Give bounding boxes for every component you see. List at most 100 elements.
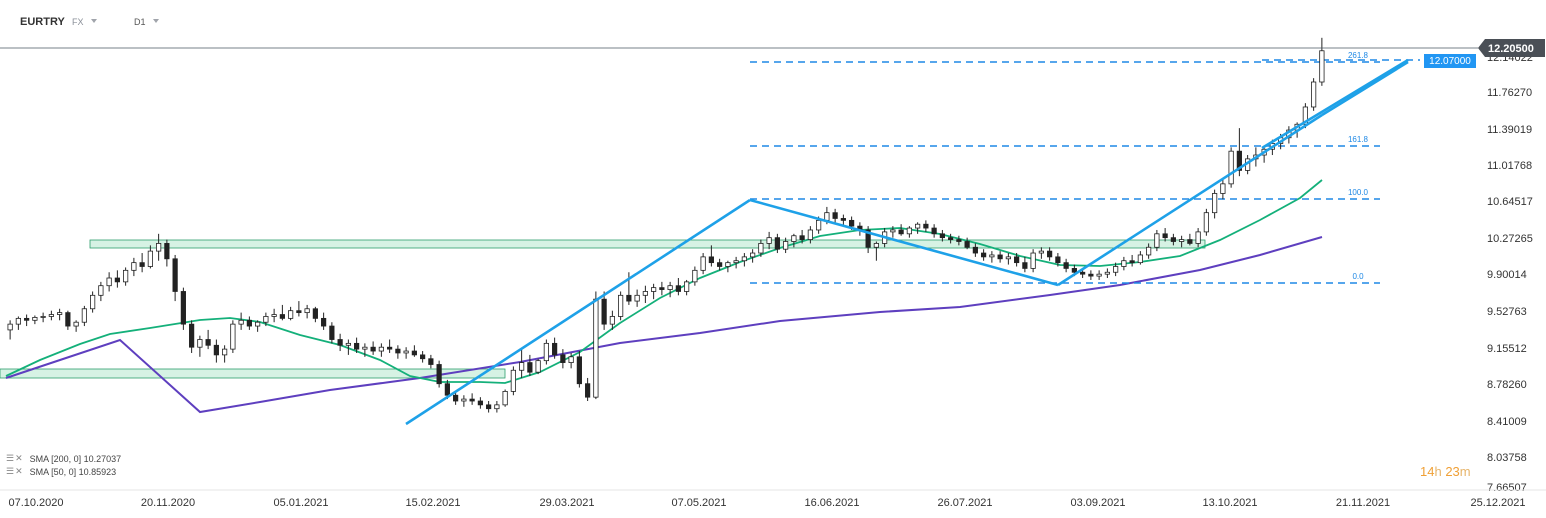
timer-hours: 14 xyxy=(1420,464,1435,479)
level-tag-text: 12.07000 xyxy=(1429,56,1471,67)
candle-body xyxy=(477,400,483,406)
candle xyxy=(543,339,549,365)
candle-body xyxy=(964,241,970,248)
trendline-4 xyxy=(1261,58,1409,150)
candle-body xyxy=(387,346,393,350)
candle xyxy=(453,391,459,405)
candle xyxy=(205,329,211,350)
candle xyxy=(370,341,376,355)
candle xyxy=(890,226,896,238)
candle-body xyxy=(651,287,657,292)
legend-menu-close-icon[interactable]: ☰✕ xyxy=(6,466,24,476)
candle xyxy=(156,233,162,261)
candle-body xyxy=(1162,233,1168,239)
candle-body xyxy=(81,308,87,323)
candle xyxy=(1113,262,1119,277)
candle xyxy=(428,354,434,369)
candle xyxy=(684,279,690,296)
candle-body xyxy=(502,391,508,406)
candle-body xyxy=(436,364,442,385)
candle xyxy=(279,304,285,321)
chart-toolbar: EURTRY FX D1 xyxy=(0,0,1546,44)
candle xyxy=(1179,235,1185,248)
candle xyxy=(263,312,269,327)
time-axis-label: 07.05.2021 xyxy=(671,497,726,509)
candle-body xyxy=(461,398,467,402)
candle-body xyxy=(766,237,772,244)
candle-body xyxy=(15,317,21,325)
candle-body xyxy=(725,262,731,267)
indicator-legend-sma50[interactable]: ☰✕ SMA [50, 0] 10.85923 xyxy=(6,466,116,477)
candle-body xyxy=(758,243,764,254)
candle-body xyxy=(1236,150,1242,171)
candle xyxy=(469,393,475,405)
candle xyxy=(304,304,310,319)
candle-body xyxy=(1195,231,1201,244)
candle-body xyxy=(288,310,294,319)
sma200-line xyxy=(5,236,1323,414)
candle-body xyxy=(494,404,500,410)
candle-body xyxy=(1080,271,1086,275)
candle xyxy=(898,224,904,236)
candle xyxy=(40,312,46,323)
symbol-label[interactable]: EURTRY xyxy=(20,16,65,28)
indicator-legend-sma200[interactable]: ☰✕ SMA [200, 0] 10.27037 xyxy=(6,453,121,464)
candle-body xyxy=(1170,237,1176,242)
candle-body xyxy=(24,317,30,321)
candle-body xyxy=(585,383,591,398)
candle-body xyxy=(972,246,978,254)
candle xyxy=(420,351,426,363)
candle-body xyxy=(238,319,244,325)
current-price-tag xyxy=(1478,39,1545,57)
support-zone-lower xyxy=(0,368,506,379)
candle xyxy=(131,257,137,277)
candle xyxy=(585,377,591,402)
timer-minutes: 23 xyxy=(1445,464,1460,479)
candle xyxy=(601,291,607,330)
candle xyxy=(939,229,945,242)
candle xyxy=(667,281,673,298)
candle xyxy=(337,333,343,352)
candlesticks xyxy=(7,37,1325,413)
candle-body xyxy=(32,317,38,321)
market-label: FX xyxy=(72,17,84,27)
price-axis-label: 7.66507 xyxy=(1487,482,1527,494)
candle xyxy=(90,291,96,313)
time-axis-label: 05.01.2021 xyxy=(273,497,328,509)
candle-body xyxy=(692,269,698,283)
candle xyxy=(576,351,582,388)
candle-body xyxy=(420,354,426,360)
candle xyxy=(783,237,789,254)
price-axis-label: 11.01768 xyxy=(1487,160,1532,172)
candle xyxy=(329,322,335,344)
candle xyxy=(106,272,112,292)
candle-body xyxy=(312,308,318,319)
candle xyxy=(758,239,764,257)
candle-body xyxy=(304,308,310,314)
timeframe-dropdown-chevron-icon[interactable] xyxy=(153,19,159,23)
candle xyxy=(255,320,261,332)
timeframe-label[interactable]: D1 xyxy=(134,17,146,27)
candle xyxy=(741,253,747,267)
market-dropdown-chevron-icon[interactable] xyxy=(91,19,97,23)
candle xyxy=(799,229,805,244)
candle xyxy=(1014,253,1020,267)
candle-body xyxy=(213,344,219,356)
candle xyxy=(659,281,665,296)
legend-menu-close-icon[interactable]: ☰✕ xyxy=(6,453,24,463)
candle-body xyxy=(1055,256,1061,264)
candle-body xyxy=(981,252,987,258)
candle xyxy=(807,226,813,244)
candle-body xyxy=(1063,262,1069,269)
candle-body xyxy=(1137,254,1143,264)
candle xyxy=(180,287,186,330)
candle-body xyxy=(684,281,690,292)
candle-body xyxy=(750,252,756,258)
candle xyxy=(1137,251,1143,265)
candle-body xyxy=(552,342,558,356)
candle-body xyxy=(1014,256,1020,264)
level-tag xyxy=(1424,54,1476,68)
candle xyxy=(486,401,492,413)
candle xyxy=(123,267,129,286)
